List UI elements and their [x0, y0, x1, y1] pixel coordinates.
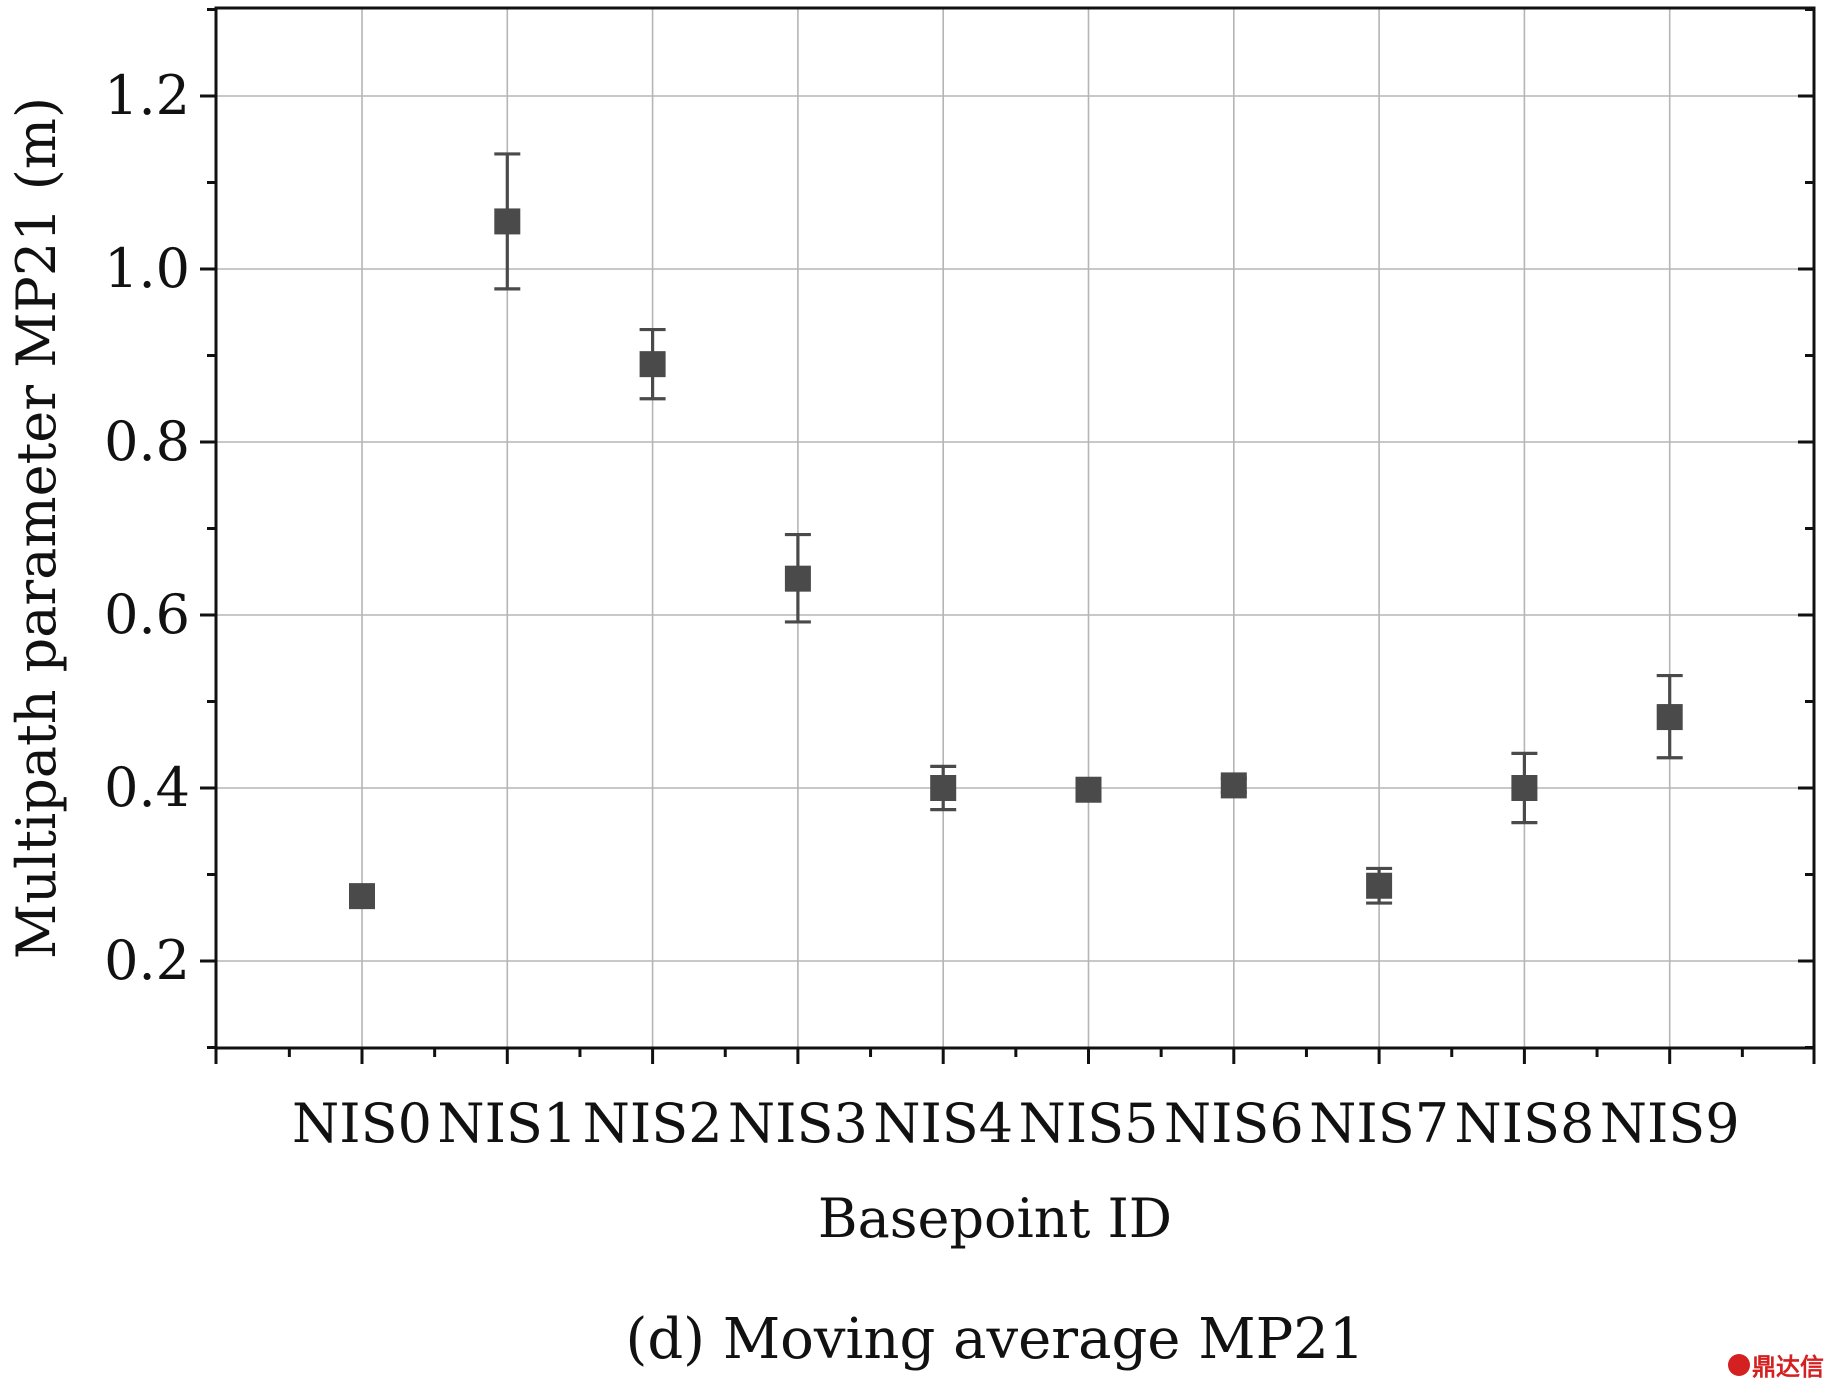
y-tick-labels: 0.2 0.4 0.6 0.8 1.0 1.2 — [104, 64, 190, 992]
data-point — [784, 565, 811, 592]
x-tick-labels: NIS0 NIS1 NIS2 NIS3 NIS4 NIS5 NIS6 NIS7 NIS8 NIS9 — [292, 1092, 1740, 1155]
y-tick-label: 0.6 — [104, 583, 190, 646]
x-tick-label: NIS5 — [1019, 1092, 1159, 1155]
watermark-logo: 鼎达信 — [1728, 1347, 1824, 1382]
x-tick-label: NIS6 — [1164, 1092, 1304, 1155]
data-point — [639, 351, 666, 378]
y-axis-title: Multipath parameter MP21 (m) — [5, 97, 68, 959]
data-point — [1366, 872, 1393, 899]
data-point — [494, 208, 521, 235]
y-tick-label: 0.2 — [104, 929, 190, 992]
x-tick-label: NIS3 — [728, 1092, 868, 1155]
x-tick-label: NIS8 — [1454, 1092, 1594, 1155]
plot-frame — [214, 6, 1816, 1050]
data-point — [1075, 776, 1102, 803]
figure-caption: (d) Moving average MP21 — [625, 1307, 1364, 1372]
x-tick-label: NIS0 — [292, 1092, 432, 1155]
axis-ticks — [200, 8, 1816, 1064]
x-tick-label: NIS1 — [437, 1092, 577, 1155]
data-markers — [349, 208, 1683, 910]
x-axis-title: Basepoint ID — [818, 1187, 1172, 1250]
x-tick-label: NIS9 — [1600, 1092, 1740, 1155]
data-point — [1511, 775, 1538, 801]
data-point — [349, 883, 375, 910]
x-tick-label: NIS2 — [583, 1092, 723, 1155]
x-tick-label: NIS4 — [873, 1092, 1013, 1155]
watermark-icon — [1728, 1353, 1750, 1376]
y-tick-label: 0.8 — [104, 410, 190, 473]
watermark-text: 鼎达信 — [1752, 1353, 1824, 1381]
data-point — [1656, 704, 1683, 731]
grid-lines — [216, 8, 1814, 1048]
y-tick-label: 1.0 — [104, 237, 190, 300]
data-point — [1220, 772, 1247, 799]
y-tick-label: 1.2 — [104, 64, 190, 127]
x-tick-label: NIS7 — [1309, 1092, 1449, 1155]
y-tick-label: 0.4 — [104, 756, 190, 819]
data-point — [930, 775, 957, 801]
